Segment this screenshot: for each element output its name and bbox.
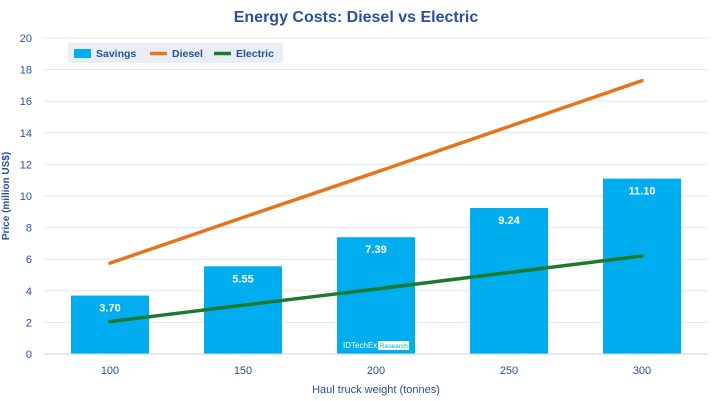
legend-swatch-savings — [74, 49, 91, 58]
x-axis: 100 150 200 250 300 — [44, 353, 708, 377]
bar-savings — [71, 295, 149, 354]
bar-savings — [204, 266, 282, 354]
bar-value-label: 3.70 — [99, 303, 120, 315]
x-tick-label: 150 — [234, 365, 252, 377]
x-tick-label: 200 — [367, 365, 385, 377]
y-tick-label: 6 — [26, 254, 32, 266]
x-tick-label: 250 — [500, 365, 518, 377]
y-tick-label: 4 — [26, 286, 32, 298]
bar-value-label: 7.39 — [365, 244, 386, 256]
bar-value-label: 5.55 — [232, 273, 253, 285]
watermark-tag-box — [378, 341, 409, 350]
y-axis-title: Price (million US$) — [1, 152, 12, 240]
y-tick-label: 0 — [26, 349, 32, 361]
legend-label-electric: Electric — [236, 48, 274, 60]
y-tick-label: 2 — [26, 317, 32, 329]
x-tick-label: 300 — [633, 365, 651, 377]
y-tick-label: 14 — [20, 128, 32, 140]
bar-savings — [470, 208, 548, 354]
bar-value-labels: 3.70 5.55 7.39 9.24 11.10 — [99, 186, 655, 315]
bar-value-label: 11.10 — [629, 186, 656, 198]
y-tick-label: 10 — [20, 191, 32, 203]
bars — [71, 178, 681, 354]
chart-title: Energy Costs: Diesel vs Electric — [234, 9, 479, 26]
legend-background — [68, 43, 283, 63]
legend: Savings Diesel Electric — [68, 43, 283, 63]
gridlines — [44, 37, 708, 355]
y-tick-label: 18 — [20, 65, 32, 77]
watermark: IDTechEx Research — [343, 341, 409, 350]
y-axis: 0 2 4 6 8 10 12 14 16 18 20 — [20, 33, 32, 361]
legend-label-savings: Savings — [96, 48, 136, 60]
y-tick-label: 12 — [20, 159, 32, 171]
bar-savings — [603, 178, 681, 354]
y-tick-label: 8 — [26, 223, 32, 235]
y-tick-label: 16 — [20, 96, 32, 108]
line-diesel — [108, 78, 644, 265]
bar-savings — [337, 237, 415, 354]
y-tick-label: 20 — [20, 33, 32, 45]
watermark-brand: IDTechEx — [343, 341, 377, 350]
line-electric — [108, 254, 644, 324]
x-tick-label: 100 — [101, 365, 119, 377]
legend-label-diesel: Diesel — [172, 48, 203, 60]
watermark-tag: Research — [380, 343, 408, 350]
x-axis-title: Haul truck weight (tonnes) — [312, 384, 440, 396]
bar-value-label: 9.24 — [498, 215, 520, 227]
lines — [108, 78, 644, 324]
